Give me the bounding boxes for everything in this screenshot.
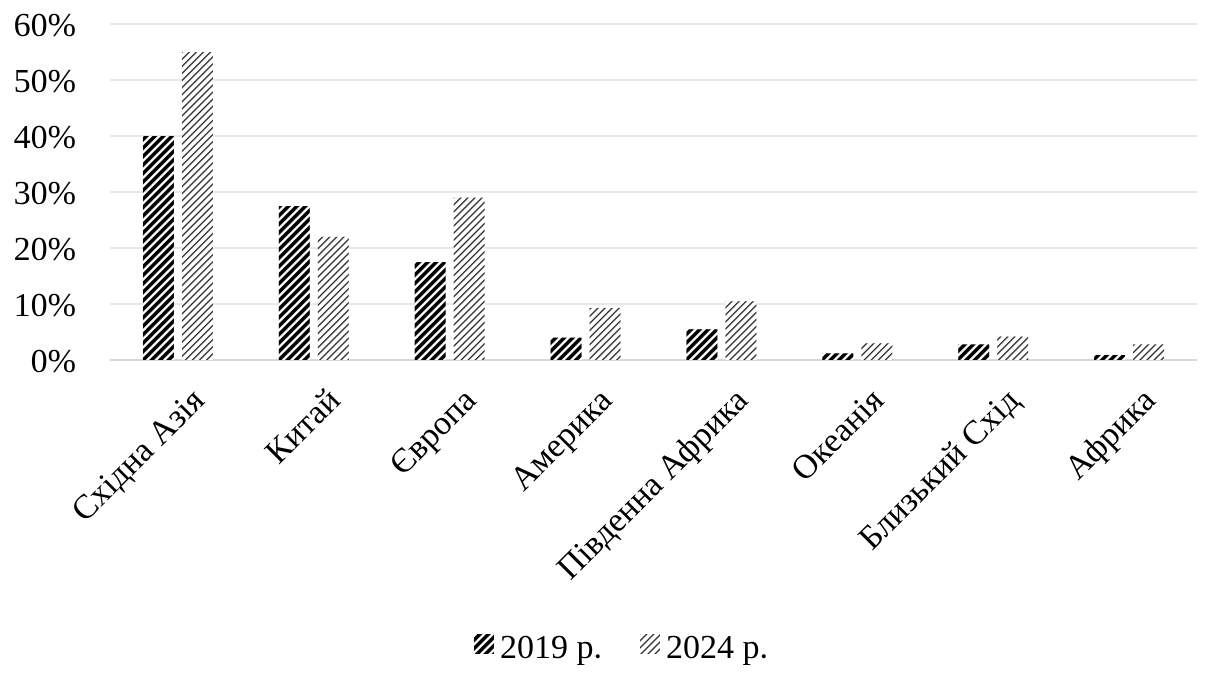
x-category-label: Америка xyxy=(503,381,619,497)
legend-swatch xyxy=(640,634,660,654)
bar-series1 xyxy=(142,136,174,360)
y-axis: 0% 10% 20% 30% 40% 50% 60% xyxy=(14,7,76,380)
bar-series1 xyxy=(414,262,446,360)
gridlines xyxy=(110,23,1197,361)
y-tick-label: 20% xyxy=(14,231,76,268)
legend-swatch xyxy=(474,634,494,654)
x-category-label: Африка xyxy=(1058,381,1163,486)
bar-series2 xyxy=(725,301,757,360)
bar-series2 xyxy=(861,343,893,360)
bars xyxy=(142,52,1165,360)
bar-series1 xyxy=(822,353,854,360)
bar-series2 xyxy=(589,307,621,360)
legend: 2019 р. 2024 р. xyxy=(474,629,768,666)
y-tick-label: 0% xyxy=(31,343,76,380)
y-tick-label: 60% xyxy=(14,7,76,44)
legend-label: 2019 р. xyxy=(500,629,602,666)
x-category-label: Китай xyxy=(258,381,347,470)
bar-series2 xyxy=(453,197,485,360)
y-tick-label: 40% xyxy=(14,119,76,156)
x-category-label: Океанія xyxy=(784,381,891,488)
legend-label: 2024 р. xyxy=(666,629,768,666)
bar-series1 xyxy=(278,206,310,360)
x-category-label: Європа xyxy=(382,381,483,482)
x-category-label: Східна Азія xyxy=(64,381,212,529)
bar-series1 xyxy=(958,344,990,360)
bar-series2 xyxy=(997,336,1029,360)
bar-series1 xyxy=(550,337,582,360)
y-tick-label: 50% xyxy=(14,63,76,100)
bar-series2 xyxy=(317,236,349,360)
bar-series1 xyxy=(1094,354,1126,360)
bar-series2 xyxy=(1133,344,1165,360)
y-tick-label: 30% xyxy=(14,175,76,212)
bar-series1 xyxy=(686,329,718,360)
y-tick-label: 10% xyxy=(14,287,76,324)
bar-series2 xyxy=(181,52,213,360)
